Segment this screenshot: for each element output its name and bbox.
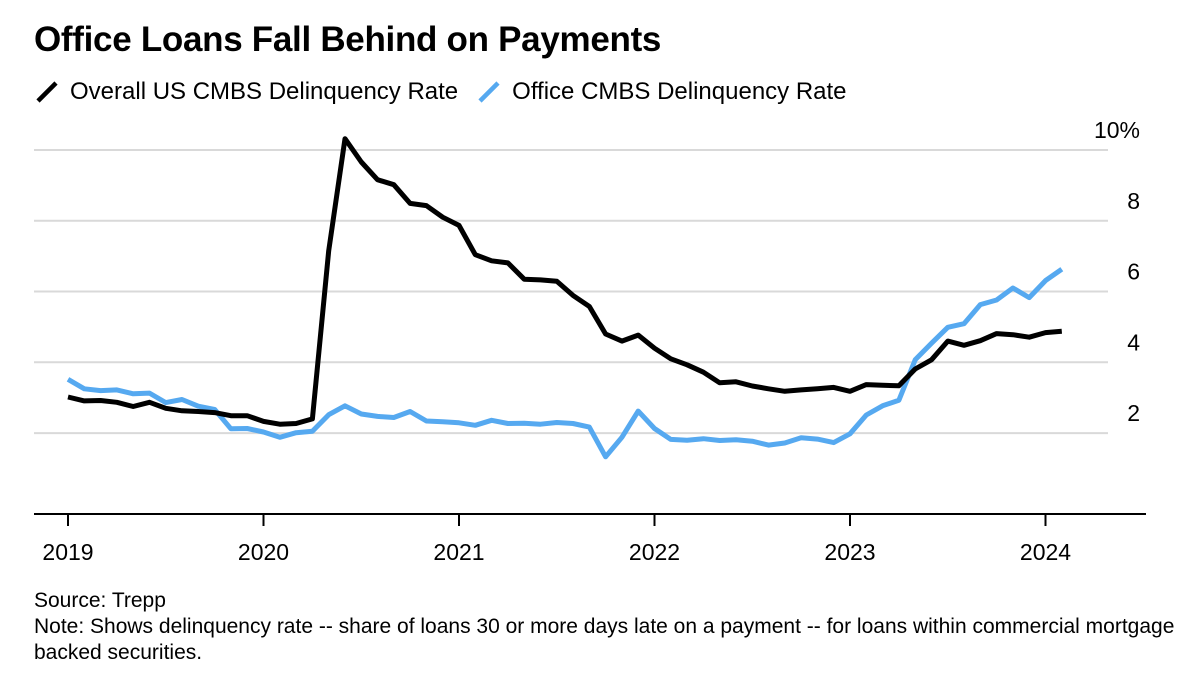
legend-label-overall: Overall US CMBS Delinquency Rate: [70, 78, 459, 105]
x-tick-label: 2019: [42, 539, 93, 565]
chart-footer: Source: Trepp Note: Shows delinquency ra…: [34, 588, 1184, 666]
y-tick-label: 10%: [1094, 117, 1140, 143]
x-tick-label: 2021: [433, 539, 484, 565]
legend-label-office: Office CMBS Delinquency Rate: [512, 78, 847, 105]
series-line-overall: [67, 136, 1063, 427]
chart-title: Office Loans Fall Behind on Payments: [34, 20, 662, 59]
legend-swatch-overall-icon: [36, 81, 58, 103]
y-tick-label: 4: [1127, 329, 1140, 355]
x-tick-label: 2022: [629, 539, 680, 565]
legend: Overall US CMBS Delinquency Rate Office …: [34, 76, 865, 108]
legend-swatch-office-icon: [478, 81, 500, 103]
y-tick-label: 6: [1127, 259, 1140, 285]
footnote: Note: Shows delinquency rate -- share of…: [34, 615, 1175, 664]
legend-item-overall: Overall US CMBS Delinquency Rate: [34, 78, 458, 106]
series-line-office: [66, 267, 1064, 460]
line-chart: 2 4 6 8 10% 2019 2020 2021 2022 2023 2024: [34, 117, 1146, 565]
y-tick-label: 8: [1127, 188, 1140, 214]
source-note: Source: Trepp: [34, 589, 166, 612]
x-tick-label: 2024: [1020, 539, 1071, 565]
x-tick-label: 2020: [238, 539, 289, 565]
y-tick-label: 2: [1127, 400, 1140, 426]
legend-item-office: Office CMBS Delinquency Rate: [476, 78, 847, 106]
x-tick-label: 2023: [824, 539, 875, 565]
